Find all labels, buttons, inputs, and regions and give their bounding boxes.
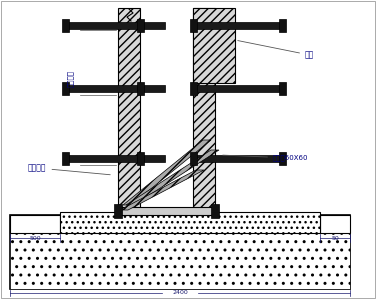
Bar (211, 204, 219, 218)
Bar (193, 155, 283, 162)
Text: 2400: 2400 (172, 291, 188, 295)
Bar (10, 233, 350, 289)
Bar (193, 85, 283, 92)
Bar (10, 215, 60, 233)
Bar (193, 8, 235, 83)
Bar (193, 8, 215, 215)
Bar (190, 19, 197, 32)
Polygon shape (126, 150, 219, 205)
Bar (116, 207, 217, 215)
Bar (114, 204, 122, 218)
Bar (10, 215, 350, 289)
Bar (279, 152, 286, 165)
Text: 50: 50 (331, 236, 339, 240)
Bar (65, 22, 165, 29)
Bar (190, 152, 197, 165)
Bar (62, 152, 69, 165)
Bar (62, 82, 69, 95)
Bar (137, 19, 144, 32)
Text: 500: 500 (29, 236, 41, 240)
Bar (320, 215, 350, 233)
Bar (65, 85, 165, 92)
Text: 方木: 方木 (238, 41, 314, 60)
Text: 小方木60X60: 小方木60X60 (223, 155, 308, 161)
Polygon shape (120, 170, 204, 210)
Bar (62, 19, 69, 32)
Polygon shape (123, 140, 211, 205)
Bar (137, 152, 144, 165)
Bar (10, 215, 350, 233)
Bar (193, 22, 283, 29)
Bar (279, 82, 286, 95)
Text: 模板排架: 模板排架 (67, 70, 73, 87)
Bar (118, 8, 140, 215)
Bar (190, 82, 197, 95)
Bar (137, 82, 144, 95)
Bar (60, 212, 320, 233)
Text: 通长方木: 通长方木 (28, 164, 110, 175)
Bar (279, 19, 286, 32)
Bar (65, 155, 165, 162)
